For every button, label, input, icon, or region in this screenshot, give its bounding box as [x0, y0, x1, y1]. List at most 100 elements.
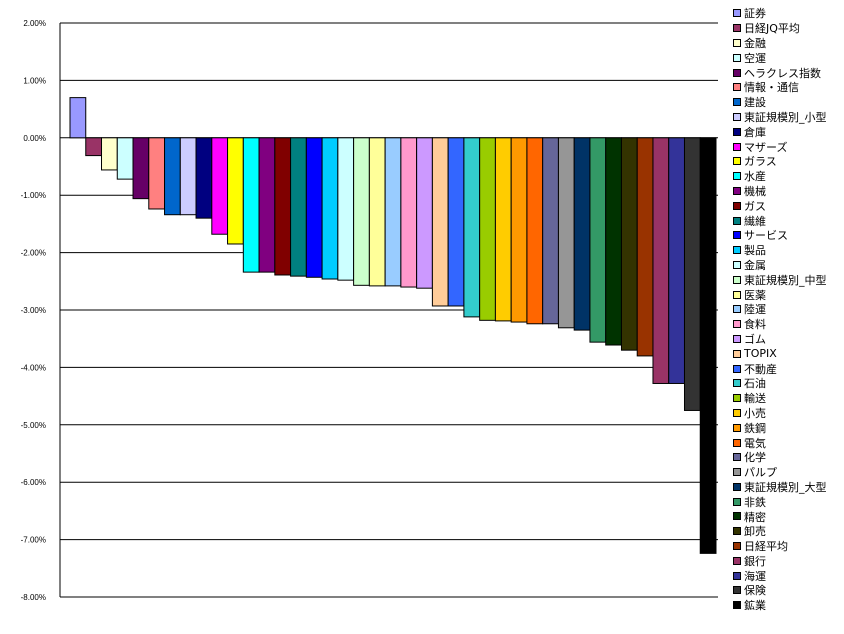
bar-金属: [337, 137, 355, 281]
bar-東証規模別_小型: [179, 137, 197, 216]
bar-不動産: [447, 137, 465, 307]
legend-label: 機械: [744, 184, 766, 198]
bar-食料: [400, 137, 418, 288]
bar-石油: [463, 137, 481, 318]
legend-swatch: [733, 320, 741, 329]
legend-item: 鉱業: [733, 598, 827, 613]
legend-label: 陸運: [744, 303, 766, 317]
y-tick-label: -2.00%: [21, 249, 46, 258]
bar-ガス: [274, 137, 292, 276]
legend-label: 情報・通信: [744, 81, 799, 95]
bar-繊維: [290, 137, 307, 277]
legend-item: 陸運: [733, 302, 827, 317]
bar-非鉄: [589, 137, 607, 343]
legend-label: 卸売: [744, 525, 766, 539]
legend-swatch: [733, 542, 741, 551]
legend-swatch: [733, 512, 741, 521]
legend-label: ゴム: [744, 332, 766, 346]
legend-label: ヘラクレス指数: [744, 66, 821, 80]
legend-label: 輸送: [744, 392, 766, 406]
legend-item: パルプ: [733, 465, 827, 480]
bar-証券: [69, 97, 87, 139]
legend-item: サービス: [733, 228, 827, 243]
legend-item: 電気: [733, 435, 827, 450]
bar-東証規模別_大型: [573, 137, 591, 331]
bar-パルプ: [557, 137, 575, 329]
legend-label: 建設: [744, 96, 766, 110]
legend-swatch: [733, 38, 741, 47]
legend-label: TOPIX: [744, 347, 777, 361]
legend-swatch: [733, 586, 741, 595]
legend-swatch: [733, 349, 741, 358]
legend-swatch: [733, 408, 741, 417]
legend-label: 繊維: [744, 214, 766, 228]
bar-東証規模別_中型: [353, 137, 370, 286]
legend-item: ヘラクレス指数: [733, 65, 827, 80]
bar-卸売: [620, 137, 638, 351]
legend-item: ガラス: [733, 154, 827, 169]
bar-小売: [494, 137, 512, 322]
legend-swatch: [733, 275, 741, 284]
legend-label: 鉄鋼: [744, 421, 766, 435]
legend-item: マザーズ: [733, 139, 827, 154]
legend-item: 東証規模別_中型: [733, 272, 827, 287]
legend-swatch: [733, 68, 741, 77]
legend-item: ゴム: [733, 332, 827, 347]
legend-label: 金融: [744, 37, 766, 50]
legend-label: 水産: [744, 170, 766, 184]
legend-swatch: [733, 142, 741, 151]
legend-label: 海運: [744, 569, 766, 583]
legend-item: 鉄鋼: [733, 420, 827, 435]
bar-銀行: [652, 137, 670, 384]
bar-ヘラクレス指数: [132, 137, 150, 200]
legend-label: ガス: [744, 199, 766, 213]
legend-swatch: [733, 290, 741, 299]
legend: 証券 日経JQ平均 金融 空運 ヘラクレス指数 情報・通信 建設 東証規模別_小型 倉庫 マザーズ…: [733, 6, 827, 613]
legend-item: 情報・通信: [733, 80, 827, 95]
legend-item: ガス: [733, 198, 827, 213]
legend-swatch: [733, 186, 741, 195]
bar-輸送: [479, 137, 496, 321]
bar-水産: [242, 137, 260, 273]
legend-swatch: [733, 438, 741, 447]
legend-swatch: [733, 394, 741, 403]
legend-item: 東証規模別_小型: [733, 110, 827, 125]
legend-swatch: [733, 334, 741, 343]
legend-item: 銀行: [733, 553, 827, 568]
legend-item: TOPIX: [733, 346, 827, 361]
legend-item: 卸売: [733, 524, 827, 539]
y-tick-label: 1.00%: [23, 76, 46, 85]
legend-item: 東証規模別_大型: [733, 480, 827, 495]
legend-item: 金融: [733, 36, 827, 51]
legend-label: サービス: [744, 229, 788, 243]
bar-陸運: [384, 137, 402, 287]
bar-TOPIX: [431, 137, 449, 307]
y-tick-label: -7.00%: [21, 536, 46, 545]
bar-日経平均: [636, 137, 654, 357]
legend-label: 非鉄: [744, 495, 766, 509]
legend-label: 東証規模別_中型: [744, 273, 827, 287]
bar-サービス: [305, 137, 323, 278]
legend-item: 日経平均: [733, 539, 827, 554]
legend-label: 不動産: [744, 362, 777, 376]
legend-label: 倉庫: [744, 125, 766, 139]
bar-保険: [683, 137, 701, 411]
y-tick-label: -8.00%: [21, 593, 46, 602]
legend-swatch: [733, 127, 741, 136]
legend-swatch: [733, 216, 741, 225]
y-tick-label: -3.00%: [21, 306, 46, 315]
legend-label: 東証規模別_小型: [744, 110, 827, 124]
legend-item: 製品: [733, 243, 827, 258]
legend-swatch: [733, 260, 741, 269]
legend-item: 繊維: [733, 213, 827, 228]
legend-item: 日経JQ平均: [733, 21, 827, 36]
legend-label: 化学: [744, 451, 766, 465]
legend-label: 小売: [744, 406, 766, 420]
legend-swatch: [733, 305, 741, 314]
legend-label: 保険: [744, 584, 766, 598]
bar-日経JQ平均: [85, 137, 103, 157]
legend-swatch: [733, 172, 741, 181]
legend-swatch: [733, 112, 741, 121]
legend-swatch: [733, 53, 741, 62]
